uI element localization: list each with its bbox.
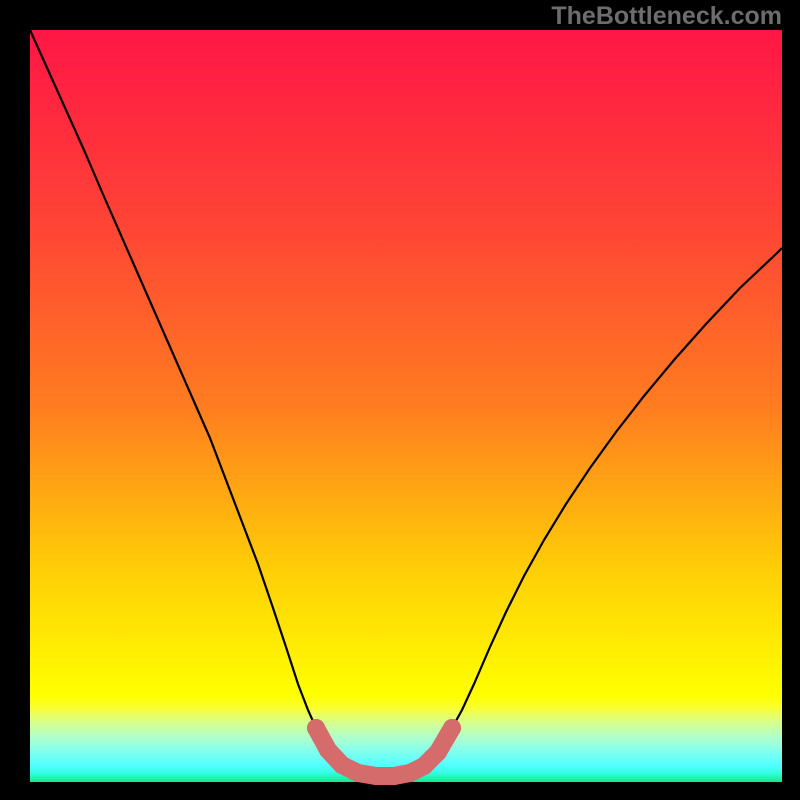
bottleneck-curve-full [30,30,782,776]
chart-container: TheBottleneck.com [0,0,800,800]
trough-marker [333,756,351,774]
trough-marker [319,741,337,759]
trough-markers [307,719,461,785]
trough-marker [367,767,385,785]
trough-marker [385,767,403,785]
trough-marker [307,719,325,737]
trough-marker [443,719,461,737]
trough-marker [349,764,367,782]
trough-marker [429,743,447,761]
curve-layer [0,0,800,800]
trough-marker [415,757,433,775]
